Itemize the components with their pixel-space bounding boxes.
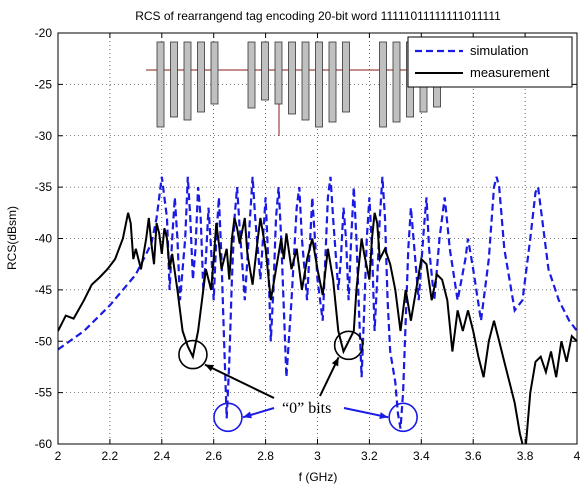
arrow-head (331, 357, 339, 367)
zero-bit-circle (178, 339, 208, 370)
y-tick-label: -40 (35, 232, 53, 246)
inset-resonator-bar (156, 41, 165, 128)
x-tick-label: 3.6 (465, 449, 482, 463)
inset-resonator-bar (315, 41, 323, 128)
inset-resonator-bar (288, 41, 296, 115)
x-axis-label: f (GHz) (299, 470, 338, 484)
zero-bits-label: “0” bits (282, 400, 331, 417)
chart-title: RCS of rearrangend tag encoding 20-bit w… (135, 9, 501, 23)
arrow-shaft (204, 363, 275, 399)
inset-resonator-bar (342, 41, 350, 113)
inset-resonator-bar (261, 41, 269, 101)
inset-resonator-bar (247, 41, 256, 109)
inset-resonator-bar (301, 41, 310, 121)
x-tick-label: 3.4 (413, 449, 430, 463)
y-tick-label: -50 (35, 334, 53, 348)
x-tick-label: 2.4 (153, 449, 170, 463)
inset-resonator-bar (274, 41, 283, 105)
axis-ticks (57, 32, 578, 445)
x-tick-label: 4 (574, 449, 580, 463)
zero-bit-circle (333, 330, 364, 361)
x-tick-label: 2.8 (257, 449, 274, 463)
legend-measurement-label: measurement (470, 65, 550, 80)
measurement-line (58, 212, 577, 444)
y-tick-label: -45 (35, 283, 53, 297)
x-tick-label: 3 (314, 449, 321, 463)
zero-bit-annotations (178, 330, 418, 433)
inset-resonator-bar (328, 41, 337, 123)
x-tick-label: 2.2 (102, 449, 119, 463)
arrow-head (242, 411, 252, 419)
inset-resonator-bar (379, 41, 387, 128)
inset-resonator-bar (210, 41, 219, 105)
inset-resonator-bar (392, 41, 401, 123)
inset-resonator-bar (183, 41, 192, 121)
inset-resonator-bar (170, 41, 178, 118)
x-tick-labels: 2 2.2 2.4 2.6 2.8 3 3.2 3.4 3.6 3.8 4 (55, 449, 580, 463)
x-tick-label: 3.8 (517, 449, 534, 463)
y-tick-label: -55 (35, 386, 53, 400)
x-tick-label: 2 (55, 449, 62, 463)
y-tick-labels: -20 -25 -30 -35 -40 -45 -50 -55 -60 (35, 26, 53, 451)
simulation-line (58, 176, 577, 429)
y-tick-label: -25 (35, 77, 53, 91)
x-tick-label: 2.6 (205, 449, 222, 463)
y-axis-label: RCS(dBsm) (5, 206, 19, 270)
arrow-head (379, 412, 389, 420)
inset-resonator-bar (197, 41, 205, 113)
legend: simulation measurement (407, 36, 573, 88)
legend-simulation-label: simulation (470, 43, 529, 58)
zero-bit-circle (388, 402, 418, 433)
y-tick-label: -60 (35, 437, 53, 451)
x-tick-label: 3.2 (361, 449, 378, 463)
y-tick-label: -20 (35, 26, 53, 40)
y-tick-label: -35 (35, 180, 53, 194)
y-tick-label: -30 (35, 129, 53, 143)
antenna-inset (146, 41, 441, 136)
arrow-head (204, 364, 214, 372)
zero-bit-circle (213, 402, 243, 433)
